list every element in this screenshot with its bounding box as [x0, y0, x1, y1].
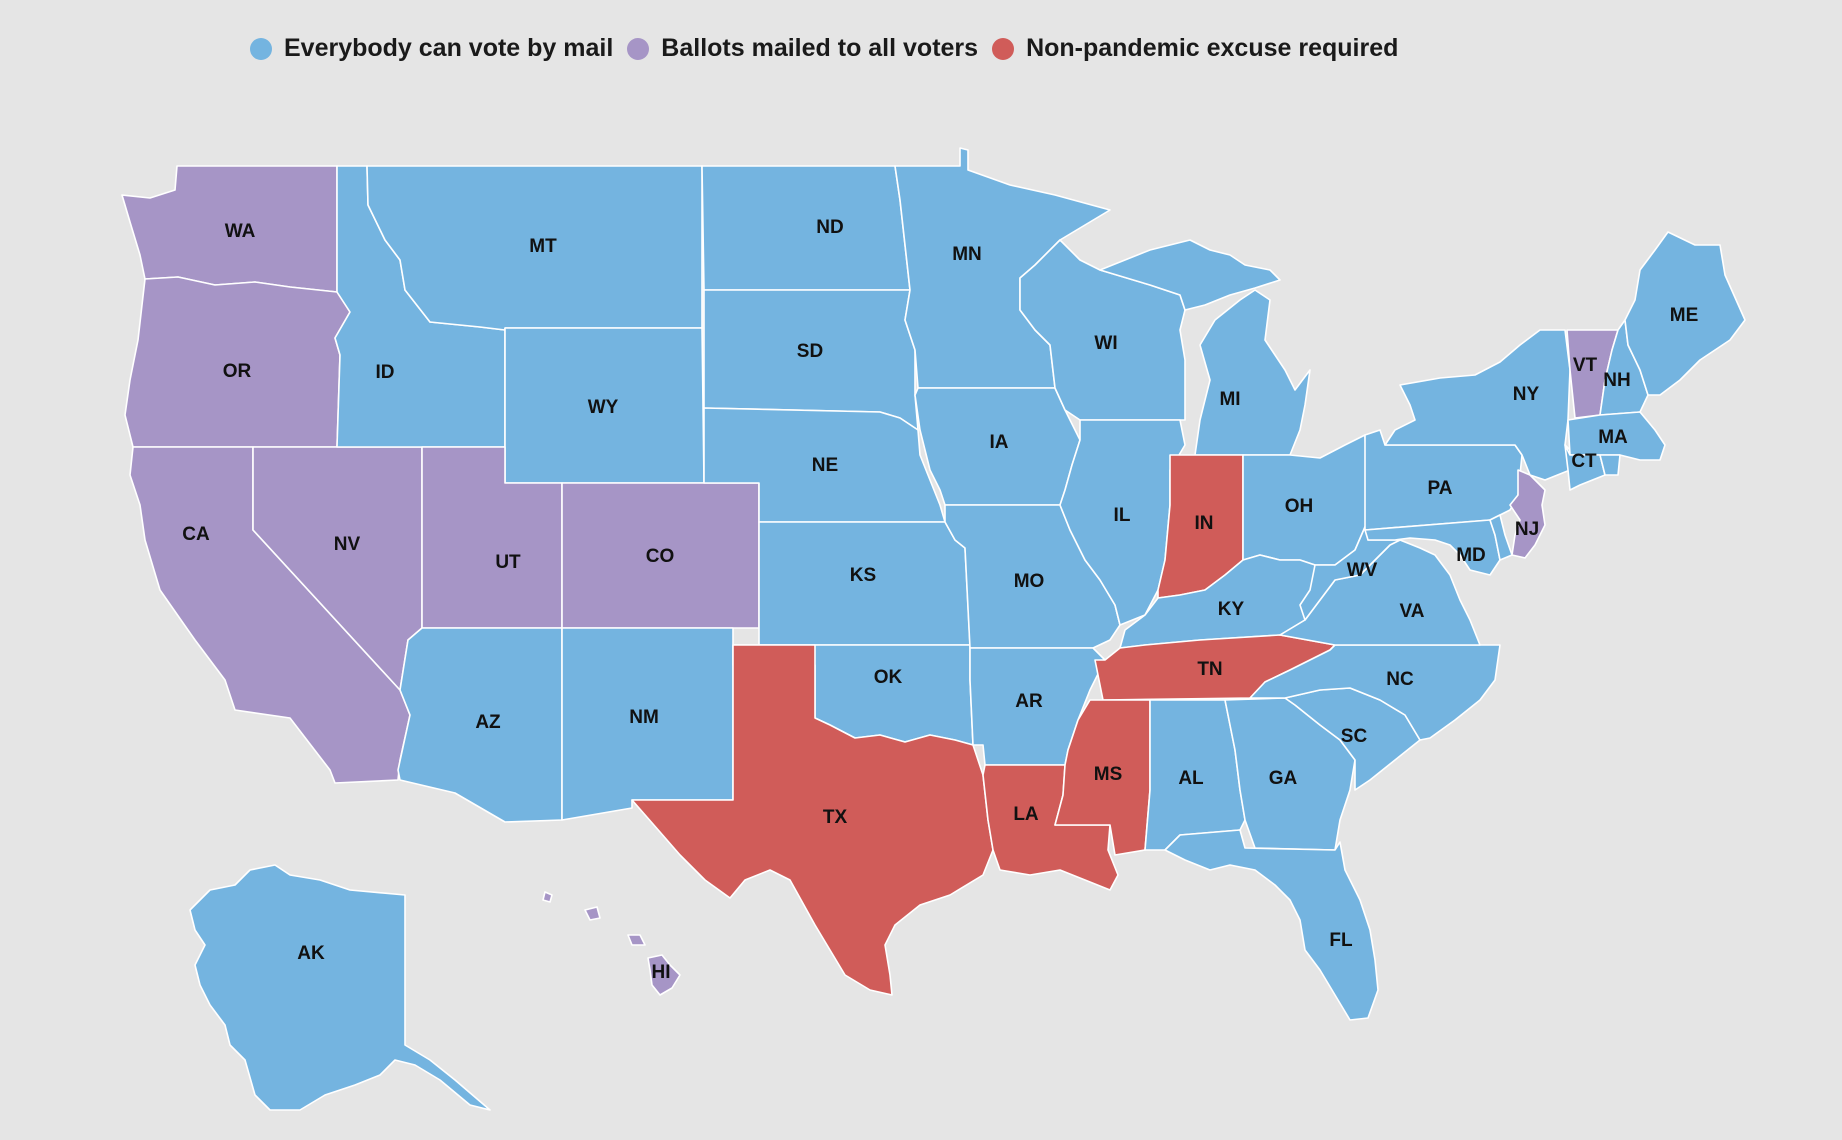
- state-label-ak: AK: [297, 943, 325, 964]
- legend-item-vote-by-mail: Everybody can vote by mail: [250, 34, 613, 63]
- legend-label-mailed-to-all: Ballots mailed to all voters: [661, 34, 979, 62]
- state-label-md: MD: [1456, 545, 1486, 566]
- state-label-id: ID: [376, 362, 395, 383]
- state-label-ga: GA: [1269, 768, 1298, 789]
- state-ak[interactable]: [189, 864, 491, 1111]
- state-label-oh: OH: [1285, 496, 1314, 517]
- state-label-al: AL: [1178, 768, 1204, 789]
- state-label-nm: NM: [629, 707, 659, 728]
- state-label-va: VA: [1400, 601, 1425, 622]
- state-hi[interactable]: [542, 891, 681, 996]
- state-wi[interactable]: [1019, 239, 1186, 421]
- state-mi[interactable]: [1099, 239, 1311, 456]
- state-label-wa: WA: [225, 221, 256, 242]
- state-label-mn: MN: [952, 244, 982, 265]
- state-labels: WA OR CA NV ID MT WY UT CO AZ NM ND SD NE KS OK TX MN IA MO…: [182, 217, 1698, 983]
- state-label-wi: WI: [1094, 333, 1117, 354]
- state-ri[interactable]: [1599, 454, 1621, 476]
- state-mt[interactable]: [366, 165, 703, 331]
- state-ne[interactable]: [703, 407, 946, 523]
- state-label-nc: NC: [1386, 669, 1414, 690]
- state-label-or: OR: [223, 361, 252, 382]
- state-label-il: IL: [1114, 505, 1131, 526]
- state-label-ma: MA: [1598, 427, 1628, 448]
- state-label-la: LA: [1013, 804, 1039, 825]
- state-ct[interactable]: [1564, 444, 1606, 491]
- legend-item-excuse-required: Non-pandemic excuse required: [992, 34, 1398, 63]
- legend-dot-excuse-required: [992, 37, 1015, 60]
- state-wv[interactable]: [1299, 519, 1401, 621]
- state-ny[interactable]: [1384, 329, 1576, 481]
- state-label-vt: VT: [1573, 355, 1598, 376]
- state-label-in: IN: [1195, 513, 1214, 534]
- state-nc[interactable]: [1249, 644, 1501, 741]
- state-label-nd: ND: [816, 217, 843, 238]
- state-label-tx: TX: [823, 807, 848, 828]
- state-label-wy: WY: [588, 397, 619, 418]
- state-label-ny: NY: [1513, 384, 1540, 405]
- state-label-pa: PA: [1428, 478, 1453, 499]
- state-ms[interactable]: [1054, 699, 1151, 856]
- legend: Everybody can vote by mail Ballots maile…: [250, 34, 1412, 63]
- state-label-sc: SC: [1341, 726, 1368, 747]
- state-label-ca: CA: [182, 524, 210, 545]
- state-label-fl: FL: [1329, 930, 1353, 951]
- state-label-mo: MO: [1014, 571, 1045, 592]
- state-label-tn: TN: [1197, 659, 1222, 680]
- state-label-az: AZ: [475, 712, 501, 733]
- state-label-nv: NV: [334, 534, 361, 555]
- state-label-me: ME: [1670, 305, 1699, 326]
- state-nd[interactable]: [701, 165, 911, 291]
- state-fl[interactable]: [1164, 829, 1379, 1021]
- state-label-mi: MI: [1219, 389, 1240, 410]
- state-label-ks: KS: [850, 565, 876, 586]
- state-label-co: CO: [646, 546, 675, 567]
- state-label-ms: MS: [1094, 764, 1123, 785]
- state-label-ct: CT: [1571, 451, 1597, 472]
- legend-item-mailed-to-all: Ballots mailed to all voters: [627, 34, 978, 63]
- state-label-hi: HI: [652, 962, 671, 983]
- state-label-mt: MT: [529, 236, 557, 257]
- state-nj[interactable]: [1509, 469, 1546, 559]
- state-label-ut: UT: [495, 552, 521, 573]
- legend-dot-mailed-to-all: [627, 37, 650, 60]
- legend-label-excuse-required: Non-pandemic excuse required: [1026, 34, 1399, 62]
- state-label-ne: NE: [812, 455, 838, 476]
- state-label-nj: NJ: [1515, 519, 1539, 540]
- state-label-nh: NH: [1603, 370, 1630, 391]
- state-label-wv: WV: [1347, 560, 1378, 581]
- legend-dot-vote-by-mail: [250, 37, 272, 60]
- legend-label-vote-by-mail: Everybody can vote by mail: [284, 34, 614, 62]
- state-label-sd: SD: [797, 341, 823, 362]
- state-label-ok: OK: [874, 667, 903, 688]
- state-label-ar: AR: [1015, 691, 1043, 712]
- state-label-ky: KY: [1218, 599, 1245, 620]
- state-tx[interactable]: [631, 644, 994, 996]
- state-me[interactable]: [1624, 231, 1746, 396]
- state-label-ia: IA: [990, 432, 1009, 453]
